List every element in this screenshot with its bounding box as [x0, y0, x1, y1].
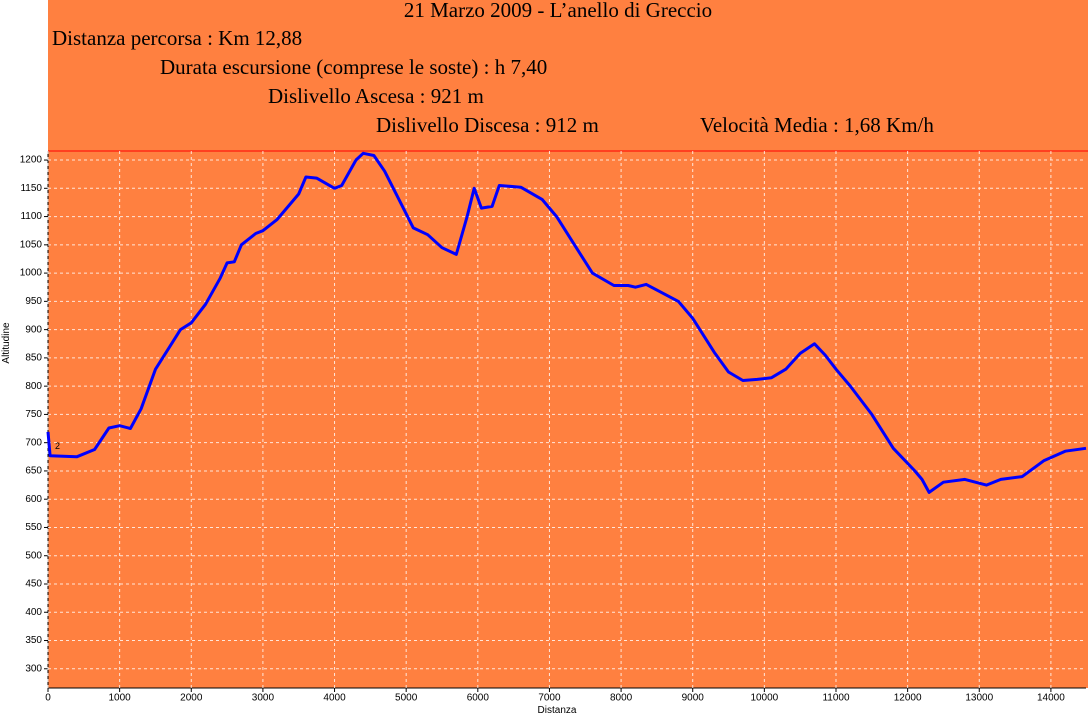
x-tick-label: 10000	[750, 693, 778, 704]
y-tick-label: 300	[25, 663, 42, 674]
y-tick-label: 1150	[20, 183, 42, 194]
y-tick-label: 900	[25, 324, 42, 335]
plot-background	[48, 0, 1088, 688]
elevation-line	[46, 151, 1087, 494]
subtitle: Dislivello Discesa : 912 m	[376, 113, 599, 137]
y-tick-label: 550	[25, 522, 42, 533]
y-tick-label: 850	[25, 353, 42, 364]
x-tick-label: 4000	[323, 693, 346, 704]
x-tick-label: 5000	[395, 693, 418, 704]
x-tick-label: 3000	[252, 693, 275, 704]
x-tick-label: 12000	[894, 693, 922, 704]
x-tick-label: 1000	[109, 693, 132, 704]
y-tick-label: 750	[25, 409, 42, 420]
x-tick-label: 14000	[1037, 693, 1065, 704]
x-tick-label: 0	[45, 693, 51, 704]
x-tick-label: 8000	[610, 693, 633, 704]
x-tick-label: 7000	[538, 693, 561, 704]
y-tick-label: 650	[25, 466, 42, 477]
y-tick-label: 700	[25, 437, 42, 448]
x-tick-label: 6000	[467, 693, 490, 704]
subtitle: Dislivello Ascesa : 921 m	[268, 84, 484, 108]
annotation: 2	[55, 441, 60, 451]
x-tick-label: 2000	[180, 693, 203, 704]
x-axis-label: Distanza	[538, 705, 577, 716]
y-tick-label: 450	[25, 579, 42, 590]
y-tick-label: 350	[25, 635, 42, 646]
y-tick-label: 1050	[20, 239, 43, 250]
y-tick-label: 1100	[20, 211, 42, 222]
chart-title: 21 Marzo 2009 - L’anello di Greccio	[404, 0, 712, 22]
y-tick-label: 400	[25, 607, 42, 618]
y-tick-label: 1000	[20, 268, 43, 279]
y-axis-label: Altitudine	[1, 322, 12, 364]
x-tick-label: 11000	[822, 693, 850, 704]
subtitle: Distanza percorsa : Km 12,88	[52, 26, 302, 50]
y-tick-label: 500	[25, 550, 42, 561]
y-tick-label: 1200	[20, 155, 43, 166]
y-tick-label: 800	[25, 381, 42, 392]
y-tick-label: 950	[25, 296, 42, 307]
subtitle: Velocità Media : 1,68 Km/h	[700, 113, 934, 137]
x-tick-label: 9000	[682, 693, 705, 704]
x-tick-label: 13000	[965, 693, 993, 704]
subtitle: Durata escursione (comprese le soste) : …	[160, 55, 547, 79]
y-tick-label: 600	[25, 494, 42, 505]
